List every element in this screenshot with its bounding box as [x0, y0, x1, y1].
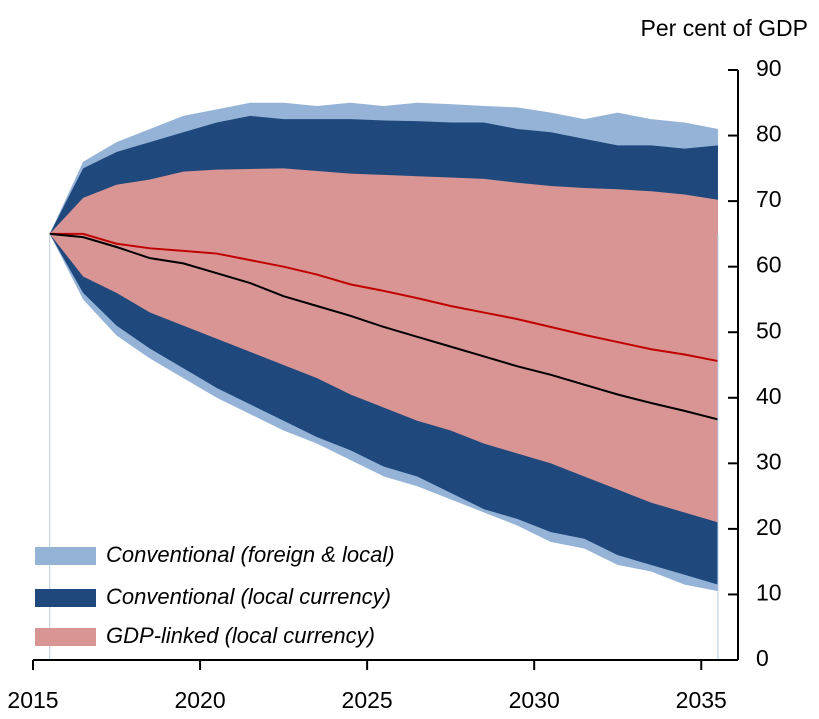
y-tick-label: 40: [756, 383, 782, 409]
legend-swatch: [35, 547, 96, 565]
x-tick-label: 2015: [7, 687, 58, 713]
y-tick-label: 0: [756, 645, 769, 671]
y-tick-label: 50: [756, 317, 782, 343]
y-tick-label: 90: [756, 55, 782, 81]
y-tick-label: 20: [756, 514, 782, 540]
y-tick-label: 80: [756, 121, 782, 147]
x-tick-label: 2030: [509, 687, 560, 713]
x-tick-label: 2035: [676, 687, 727, 713]
y-axis-label: Per cent of GDP: [641, 15, 808, 41]
y-tick-label: 30: [756, 448, 782, 474]
x-tick-label: 2025: [342, 687, 393, 713]
y-tick-label: 70: [756, 186, 782, 212]
projection-line: [49, 232, 719, 363]
legend-label: GDP-linked (local currency): [106, 623, 375, 648]
legend-label: Conventional (foreign & local): [106, 542, 395, 567]
legend-swatch: [35, 589, 96, 607]
fan-band: [49, 168, 718, 523]
projection-line: [49, 232, 719, 421]
y-tick-label: 10: [756, 580, 782, 606]
y-tick-label: 60: [756, 252, 782, 278]
legend-label: Conventional (local currency): [106, 584, 391, 609]
legend-swatch: [35, 628, 96, 646]
x-tick-label: 2020: [174, 687, 225, 713]
